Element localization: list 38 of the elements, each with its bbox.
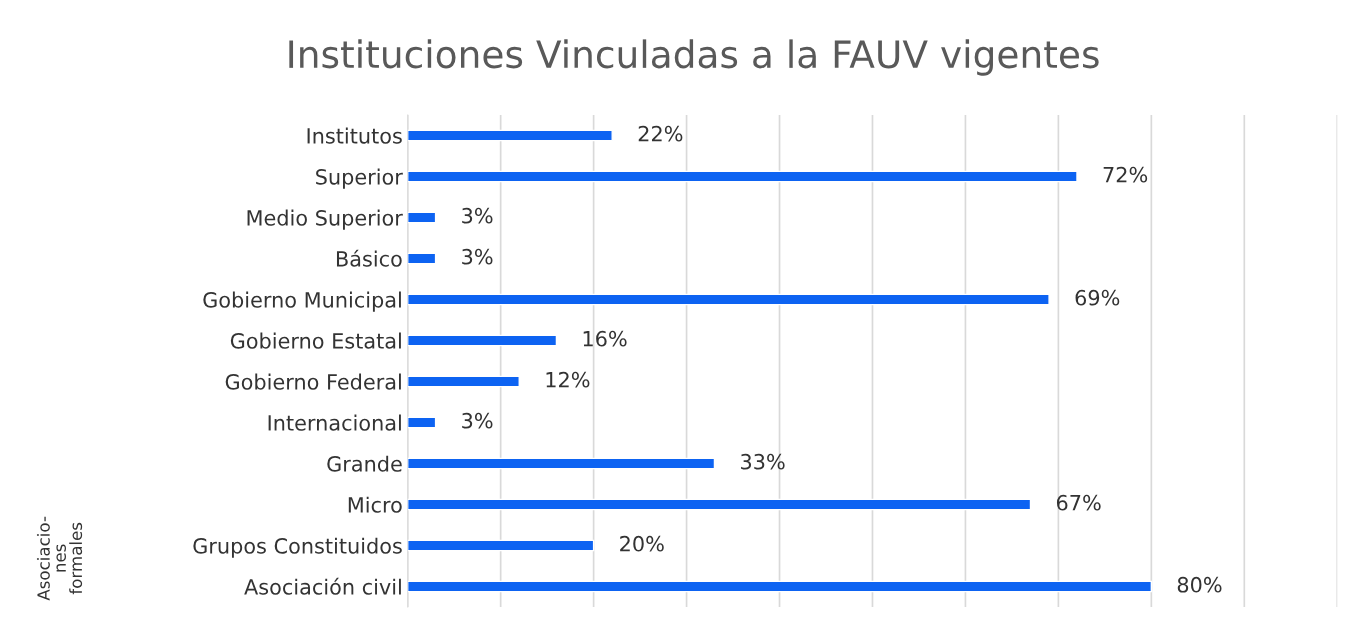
- bar: [407, 416, 437, 429]
- y-tick-label: Grupos Constituidos: [193, 537, 402, 558]
- data-label: 67%: [1056, 494, 1101, 511]
- bar: [407, 129, 613, 142]
- y-tick-label: Superior: [316, 168, 403, 189]
- data-label: 12%: [546, 371, 590, 388]
- bar: [407, 211, 437, 224]
- y-tick-label: Gobierno Municipal: [203, 291, 401, 312]
- bar: [407, 498, 1032, 511]
- data-label: 3%: [462, 412, 493, 429]
- bar: [407, 457, 716, 470]
- data-label: 22%: [638, 125, 683, 142]
- data-label: 69%: [1075, 289, 1120, 306]
- bar: [407, 539, 595, 552]
- y-tick-label: Micro: [348, 496, 402, 513]
- data-label: 80%: [1177, 576, 1222, 593]
- y-tick-label: Internacional: [268, 414, 401, 431]
- y-tick-label: Básico: [336, 249, 402, 267]
- y-tick-label: Gobierno Federal: [225, 373, 401, 390]
- y-tick-label: Institutos: [307, 127, 402, 144]
- y-tick-label: Grande: [327, 455, 402, 472]
- y-tick-label: Gobierno Estatal: [230, 332, 401, 349]
- y-tick-label: Medio Superior: [247, 209, 403, 230]
- y-tick-label: Asociación civil: [244, 577, 401, 595]
- bar: [407, 334, 558, 347]
- data-label: 20%: [620, 535, 664, 552]
- data-label: 16%: [583, 330, 627, 347]
- data-label: 72%: [1103, 166, 1148, 183]
- bar: [407, 293, 1050, 306]
- bar: [407, 170, 1078, 183]
- data-label: 33%: [741, 453, 785, 470]
- bar: [407, 375, 520, 388]
- bar: [407, 580, 1153, 593]
- bar: [407, 252, 437, 265]
- data-label: 3%: [462, 207, 493, 224]
- data-label: 3%: [462, 248, 493, 265]
- text: Asociacio- nes formales: [36, 516, 83, 601]
- chart-title: Instituciones Vinculadas a la FAUV vigentes: [289, 39, 1099, 76]
